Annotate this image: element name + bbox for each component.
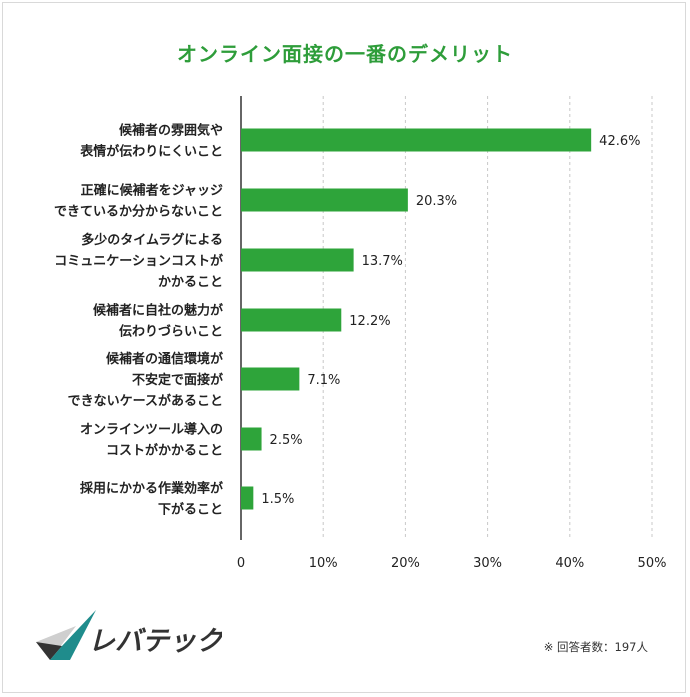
bar-1: [241, 188, 408, 212]
bar-4: [241, 367, 300, 391]
x-tick-label-4: 40%: [555, 556, 584, 571]
category-label-2-line-0: 多少のタイムラグによる: [81, 232, 223, 248]
x-tick-label-5: 50%: [638, 556, 667, 571]
category-label-2-line-1: コミュニケーションコストが: [54, 253, 223, 269]
respondent-count: ※ 回答者数：197人: [543, 640, 648, 654]
category-label-1-line-1: できているか分からないこと: [54, 204, 223, 220]
category-label-5-line-1: コストがかかること: [106, 443, 223, 459]
x-tick-label-2: 20%: [391, 556, 420, 571]
bar-0: [241, 128, 592, 152]
bar-value-label-3: 12.2%: [349, 314, 390, 329]
category-label-0-line-1: 表情が伝わりにくいこと: [79, 144, 223, 160]
category-label-4-line-1: 不安定で面接が: [132, 372, 223, 388]
category-label-0-line-0: 候補者の雰囲気や: [119, 123, 223, 139]
x-tick-label-1: 10%: [309, 556, 338, 571]
bar-value-label-2: 13.7%: [362, 254, 403, 269]
bar-value-label-1: 20.3%: [416, 194, 457, 209]
category-label-4-line-2: できないケースがあること: [68, 393, 223, 409]
bar-value-label-0: 42.6%: [599, 134, 640, 149]
x-tick-label-3: 30%: [473, 556, 502, 571]
bar-5: [241, 427, 262, 451]
bar-value-label-5: 2.5%: [270, 433, 303, 448]
category-label-5-line-0: オンラインツール導入の: [80, 422, 223, 438]
category-label-3-line-1: 伝わりづらいこと: [119, 324, 223, 340]
logo-mark-teal: [50, 610, 96, 660]
category-label-6-line-0: 採用にかかる作業効率が: [80, 481, 223, 497]
category-label-4-line-0: 候補者の通信環境が: [106, 351, 223, 367]
category-label-2-line-2: かかること: [158, 275, 223, 290]
bar-value-label-6: 1.5%: [261, 492, 294, 507]
category-label-1-line-0: 正確に候補者をジャッジ: [81, 183, 223, 199]
bar-value-label-4: 7.1%: [307, 373, 340, 388]
category-label-3-line-0: 候補者に自社の魅力が: [93, 303, 223, 319]
category-label-6-line-1: 下がること: [158, 502, 223, 518]
chart-title: オンライン面接の一番のデメリット: [177, 42, 513, 66]
bar-3: [241, 308, 342, 332]
bar-6: [241, 486, 254, 510]
logo-wordmark: レバテック: [88, 626, 222, 657]
x-tick-label-0: 0: [237, 556, 245, 571]
logo-mark-dark: [36, 642, 62, 660]
levtech-logo: レバテック: [32, 606, 225, 662]
bar-2: [241, 248, 354, 272]
